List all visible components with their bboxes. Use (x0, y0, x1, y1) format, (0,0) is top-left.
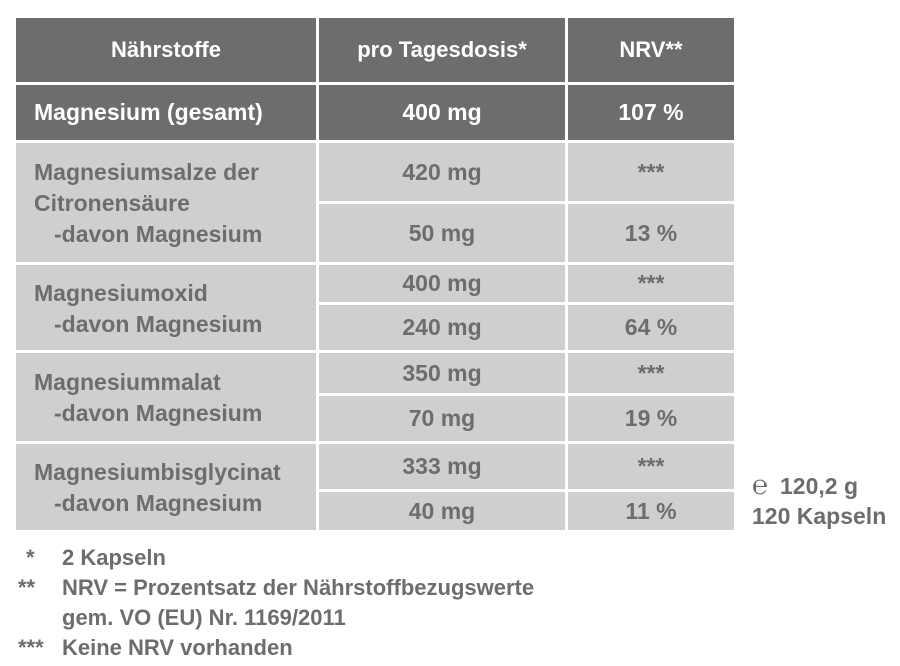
footnotes: * 2 Kapseln ** NRV = Prozentsatz der Näh… (18, 543, 534, 663)
total-dose: 400 mg (319, 85, 565, 140)
group-malate-sub-nrv: 19 % (568, 396, 734, 441)
group-citrate-name-line-2: Citronensäure (34, 190, 190, 216)
footnote-2-mark: ** (18, 575, 36, 600)
group-citrate-sub-dose: 50 mg (319, 204, 565, 262)
footnote-3-mark: *** (18, 635, 44, 660)
group-citrate-name-line-1: Magnesiumsalze der (34, 159, 259, 185)
group-malate-sub-dose: 70 mg (319, 396, 565, 441)
group-citrate-nrv: *** (568, 143, 734, 201)
header-nrv: NRV** (568, 18, 734, 82)
group-malate-sub-label: -davon Magnesium (54, 400, 263, 426)
group-citrate-dose: 420 mg (319, 143, 565, 201)
group-oxide-dose: 400 mg (319, 265, 565, 302)
header-daily-dose: pro Tagesdosis* (319, 18, 565, 82)
group-oxide-nrv: *** (568, 265, 734, 302)
footnote-2: ** NRV = Prozentsatz der Nährstoffbezugs… (18, 573, 534, 603)
group-malate-name-line-1: Magnesiummalat (34, 369, 221, 395)
group-bisglycinate-dose: 333 mg (319, 444, 565, 489)
group-citrate-sub-nrv: 13 % (568, 204, 734, 262)
footnote-2-text-line-1: NRV = Prozentsatz der Nährstoffbezugswer… (62, 575, 535, 600)
footnote-3-text: Keine NRV vorhanden (62, 635, 293, 660)
total-name: Magnesium (gesamt) (16, 85, 316, 140)
group-bisglycinate-sub-nrv: 11 % (568, 492, 734, 530)
footnote-2-text-line-2: gem. VO (EU) Nr. 1169/2011 (62, 605, 346, 630)
footnote-1: * 2 Kapseln (18, 543, 534, 573)
footnote-2-cont: gem. VO (EU) Nr. 1169/2011 (18, 603, 534, 633)
net-weight: 120,2 g (780, 473, 858, 499)
estimated-sign-icon: ℮ (752, 470, 769, 500)
group-citrate-name: Magnesiumsalze der Citronensäure -davon … (16, 143, 316, 262)
nutrition-table: Nährstoffe pro Tagesdosis* NRV** Magnesi… (16, 18, 734, 530)
footnote-3: *** Keine NRV vorhanden (18, 633, 534, 663)
group-bisglycinate-nrv: *** (568, 444, 734, 489)
header-nutrients: Nährstoffe (16, 18, 316, 82)
footnote-1-text: 2 Kapseln (62, 545, 166, 570)
group-malate-name: Magnesiummalat -davon Magnesium (16, 353, 316, 441)
group-bisglycinate-name-line-1: Magnesiumbisglycinat (34, 459, 281, 485)
group-bisglycinate-sub-dose: 40 mg (319, 492, 565, 530)
capsule-count: 120 Kapseln (752, 503, 887, 529)
group-oxide-sub-dose: 240 mg (319, 305, 565, 350)
group-oxide-sub-label: -davon Magnesium (54, 311, 263, 337)
footnote-1-mark: * (26, 545, 35, 570)
group-oxide-sub-nrv: 64 % (568, 305, 734, 350)
group-oxide-name-line-1: Magnesiumoxid (34, 280, 208, 306)
total-nrv: 107 % (568, 85, 734, 140)
group-oxide-name: Magnesiumoxid -davon Magnesium (16, 265, 316, 350)
group-malate-nrv: *** (568, 353, 734, 393)
group-bisglycinate-sub-label: -davon Magnesium (54, 490, 263, 516)
group-bisglycinate-name: Magnesiumbisglycinat -davon Magnesium (16, 444, 316, 530)
group-citrate-sub-label: -davon Magnesium (54, 221, 263, 247)
net-weight-line: ℮ 120,2 g (752, 470, 886, 501)
package-info: ℮ 120,2 g 120 Kapseln (752, 470, 886, 531)
group-malate-dose: 350 mg (319, 353, 565, 393)
